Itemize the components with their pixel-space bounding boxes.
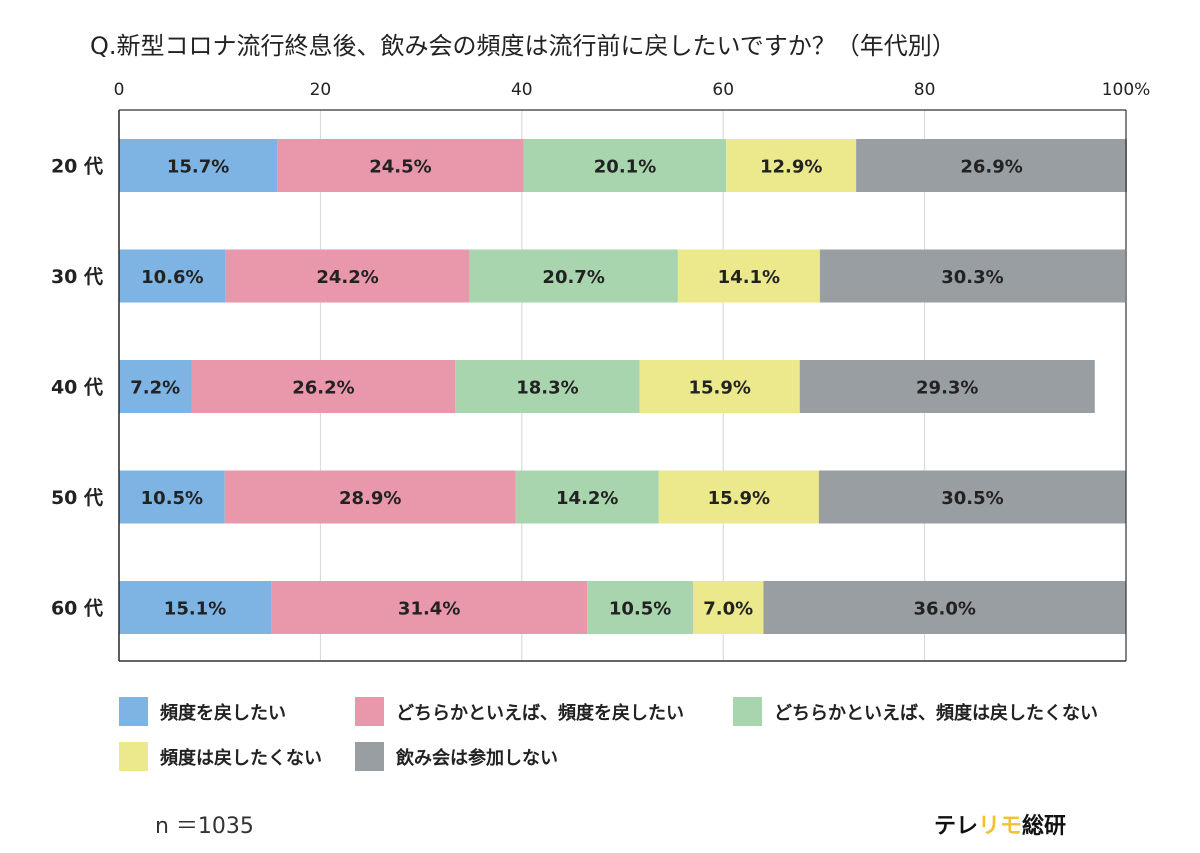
data-label: 20.7% [542, 267, 604, 288]
bar-segment [639, 360, 800, 413]
x-tick-label: 0 [114, 80, 125, 100]
bar-segment [119, 139, 278, 192]
bar-segment [658, 470, 819, 524]
legend-label: 頻度を戻したい [160, 702, 286, 724]
bar-segment [523, 139, 727, 192]
sample-size: n ＝1035 [155, 814, 254, 839]
legend-label: 頻度は戻したくない [160, 747, 322, 769]
brand-part2: リモ [978, 814, 1023, 839]
legend-item: どちらかといえば、頻度は戻したくない [733, 697, 1098, 726]
legend-swatch [733, 697, 762, 726]
legend-item: 頻度を戻したい [119, 697, 286, 726]
bar-segment [856, 139, 1128, 192]
bar-segment [455, 360, 640, 413]
legend-swatch [355, 697, 384, 726]
data-label: 14.2% [556, 488, 618, 509]
data-label: 26.2% [292, 378, 354, 399]
bar-segment [819, 249, 1125, 303]
data-label: 10.5% [141, 488, 203, 509]
bar-segment [515, 470, 659, 524]
x-tick-label: 20 [310, 80, 332, 100]
bar-segment [191, 360, 456, 413]
data-label: 15.1% [164, 599, 226, 620]
bar-segment [587, 581, 693, 634]
data-label: 15.9% [688, 378, 750, 399]
bar-segment [277, 139, 524, 192]
category-label: 30 代 [51, 266, 103, 288]
x-tick-label: 100% [1102, 80, 1151, 100]
legend-label: どちらかといえば、頻度は戻したくない [774, 702, 1098, 724]
legend-swatch [355, 742, 384, 771]
data-label: 10.6% [141, 267, 203, 288]
bar-segment [726, 139, 857, 192]
brand-logo: テレリモ総研 [934, 808, 1066, 840]
brand-part3: 総研 [1022, 814, 1067, 839]
legend-item: 飲み会は参加しない [355, 742, 558, 771]
data-label: 26.9% [960, 157, 1022, 178]
data-label: 30.3% [941, 267, 1003, 288]
legend-swatch [119, 697, 148, 726]
brand-part1: テレ [934, 814, 979, 839]
bar-segment [119, 360, 192, 413]
x-tick-label: 40 [511, 80, 533, 100]
bar-segment [763, 581, 1126, 634]
data-label: 7.2% [130, 378, 180, 399]
category-label: 50 代 [51, 487, 103, 509]
legend-swatch [119, 742, 148, 771]
data-label: 29.3% [916, 378, 978, 399]
chart-title: Q.新型コロナ流行終息後、飲み会の頻度は流行前に戻したいですか？（年代別） [90, 32, 956, 60]
data-label: 24.2% [316, 267, 378, 288]
bar-segment [469, 249, 678, 303]
data-label: 14.1% [718, 267, 780, 288]
legend-label: どちらかといえば、頻度を戻したい [396, 702, 684, 724]
legend-item: どちらかといえば、頻度を戻したい [355, 697, 684, 726]
data-label: 24.5% [369, 157, 431, 178]
bar-segment [119, 249, 226, 303]
x-tick-label: 80 [914, 80, 936, 100]
bar-segment [677, 249, 820, 303]
bar-segment [692, 581, 764, 634]
bar-segment [119, 470, 225, 524]
legend-item: 頻度は戻したくない [119, 742, 322, 771]
data-label: 18.3% [516, 378, 578, 399]
bar-segment [818, 470, 1126, 524]
data-label: 28.9% [339, 488, 401, 509]
bar-segment [271, 581, 588, 634]
bar-segment [225, 249, 470, 303]
data-label: 36.0% [914, 599, 976, 620]
chart-plot: 0 20 40 60 80 100% 20 代 15.7% 24.5% 20.1% 12.9% 26.… [51, 80, 1151, 662]
category-label: 20 代 [51, 156, 103, 178]
legend-label: 飲み会は参加しない [396, 747, 558, 769]
data-label: 10.5% [609, 599, 671, 620]
data-label: 20.1% [594, 157, 656, 178]
data-label: 30.5% [941, 488, 1003, 509]
category-label: 40 代 [51, 377, 103, 399]
bar-segment [224, 470, 516, 524]
x-tick-label: 60 [712, 80, 734, 100]
bar-segment [799, 360, 1095, 413]
data-label: 12.9% [760, 157, 822, 178]
bar-segment [119, 581, 272, 634]
data-label: 15.9% [708, 488, 770, 509]
data-label: 7.0% [703, 599, 753, 620]
category-label: 60 代 [51, 598, 103, 620]
data-label: 31.4% [398, 599, 460, 620]
data-label: 15.7% [167, 157, 229, 178]
